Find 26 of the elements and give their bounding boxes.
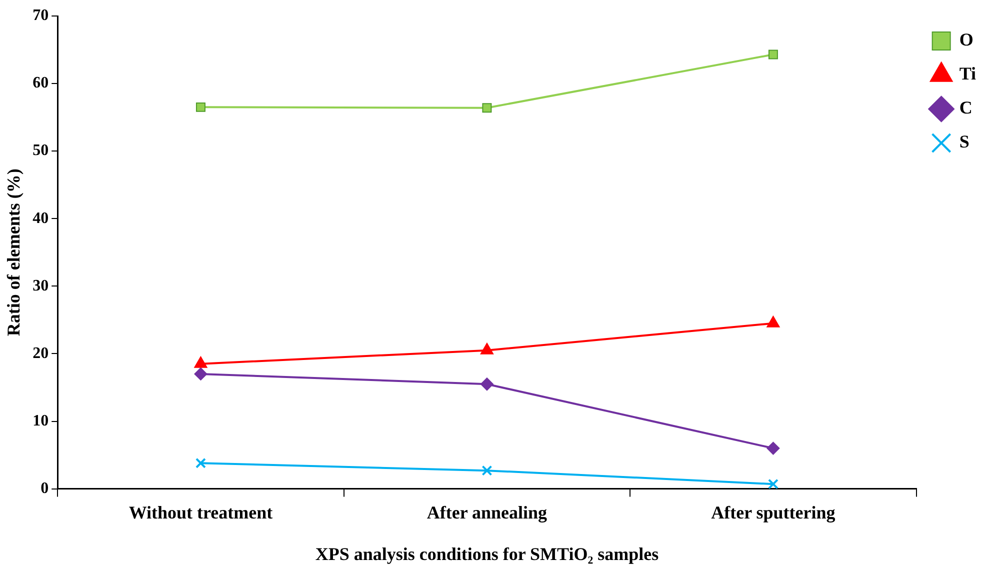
y-tick-label: 10 (32, 412, 49, 430)
point (195, 458, 206, 468)
x-tick-label: After annealing (426, 502, 548, 522)
y-tick-label: 0 (40, 480, 49, 497)
legend-label: S (959, 132, 970, 152)
point (482, 103, 492, 113)
y-tick-label: 70 (32, 7, 49, 24)
point (768, 50, 778, 60)
point (194, 367, 208, 380)
x-tick-label: Without treatment (128, 502, 273, 522)
point (480, 378, 494, 391)
point (768, 478, 778, 489)
y-tick-label: 30 (32, 277, 49, 294)
y-tick-label: 20 (32, 344, 49, 362)
legend-label: O (959, 30, 974, 50)
y-tick-label: 50 (32, 142, 49, 160)
y-tick-label: 60 (32, 74, 49, 92)
x-tick-label: After sputtering (711, 502, 836, 522)
x-axis-title: XPS analysis conditions for SMTiO₂ samples (315, 544, 659, 564)
y-axis-title: Ratio of elements (%) (3, 168, 24, 336)
point (196, 102, 206, 112)
point (482, 465, 492, 476)
legend-label: C (959, 98, 972, 118)
legend-label: Ti (959, 64, 976, 84)
y-tick-label: 40 (32, 210, 49, 227)
point (766, 442, 780, 455)
